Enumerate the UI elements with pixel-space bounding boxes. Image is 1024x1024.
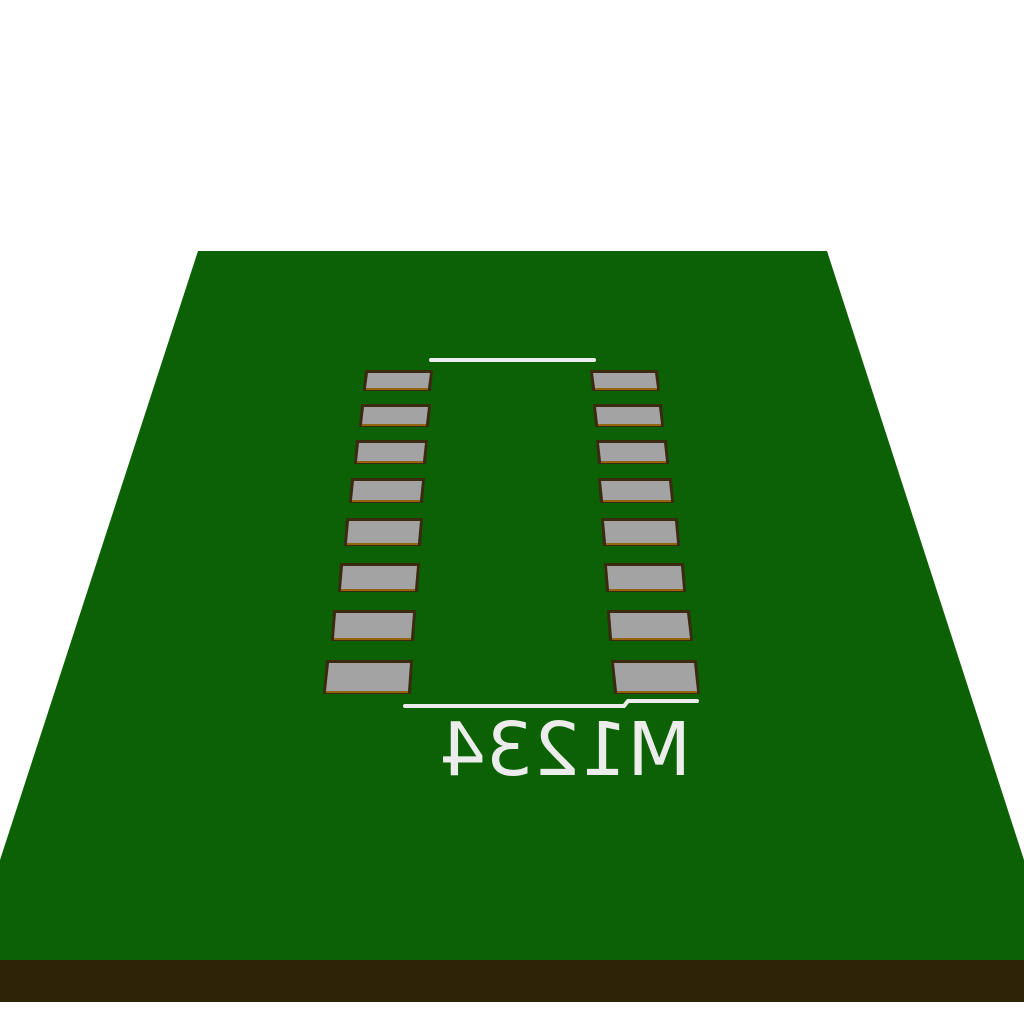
pad-left-6 [341,566,417,589]
pad-left-2 [362,407,428,424]
pad-left-8 [326,663,410,691]
pad-left-4 [352,481,422,500]
board-edge [0,958,1024,1002]
pad-left-3 [357,443,425,461]
pad-right-2 [596,407,661,424]
silkscreen-bottom-line [403,699,699,708]
pad-right-4 [601,481,671,500]
pad-right-1 [593,373,657,388]
pad-left-5 [347,521,420,543]
pad-right-7 [610,613,690,638]
component-reference-label: M1234 [439,707,691,793]
pad-left-7 [334,613,413,638]
pad-right-8 [614,663,697,691]
pad-right-3 [599,443,666,461]
pads-left-row [323,370,433,694]
pad-right-6 [607,566,683,589]
pads-right-row [590,370,700,694]
board-top-surface [0,251,1024,960]
pad-left-1 [366,373,430,388]
silkscreen-outline [403,358,699,708]
pad-right-5 [604,521,677,543]
